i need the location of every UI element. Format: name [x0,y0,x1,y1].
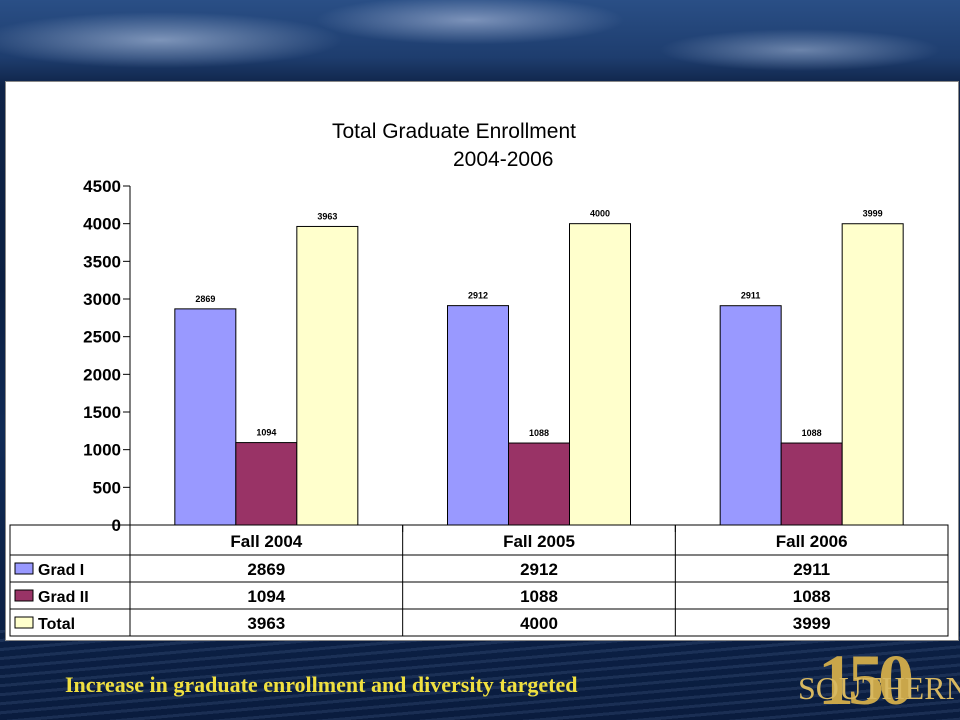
data-label: 3963 [317,211,337,221]
data-label: 2869 [195,294,215,304]
logo-word: SOUTHERN [798,670,960,706]
y-tick-label: 2500 [83,328,121,347]
bar-grad-ii [235,442,298,526]
data-label: 1088 [802,428,822,438]
data-label: 1094 [256,428,276,438]
bar-total [569,223,631,526]
bar-grad-i [447,305,509,526]
legend-label: Grad I [38,562,84,579]
y-tick-label: 3000 [83,290,121,309]
sea-background [0,630,960,720]
y-tick-label: 1500 [83,403,121,422]
bar-grad-i [174,308,237,526]
y-tick-label: 500 [93,478,121,497]
table-cell: 2869 [247,560,285,579]
category-label: Fall 2004 [230,532,302,551]
table-cell: 2911 [793,560,830,579]
bar-grad-ii [780,442,843,526]
y-tick-label: 4000 [83,215,121,234]
table-cell: 1094 [247,587,285,606]
table-cell: 2912 [520,560,558,579]
table-cell: 3963 [247,614,285,633]
table-cell: 3999 [793,614,831,633]
data-label: 4000 [590,209,610,219]
legend-label: Grad II [38,589,89,606]
southern-150-logo: 150 SOUTHERN [798,640,960,720]
y-tick-label: 1000 [83,441,121,460]
legend-label: Total [38,616,75,633]
data-label: 2911 [741,291,761,301]
bar-total [296,225,359,526]
y-tick-label: 2000 [83,365,121,384]
legend-swatch [14,589,34,602]
bar-total [841,223,904,526]
chart-title: Total Graduate Enrollment [332,120,576,143]
category-label: Fall 2005 [503,532,575,551]
sky-background [0,0,960,90]
legend-swatch [14,616,34,629]
bar-grad-i [719,305,782,526]
table-cell: 4000 [520,614,558,633]
table-cell: 1088 [520,587,558,606]
logo-number: 150 [818,640,914,720]
table-cell: 1088 [793,587,831,606]
data-label: 2912 [468,291,488,301]
legend-swatch [14,562,34,575]
y-tick-label: 3500 [83,252,121,271]
y-tick-label: 4500 [83,177,121,196]
chart-subtitle: 2004-2006 [453,148,554,171]
bar-grad-ii [508,442,570,526]
data-label: 1088 [529,428,549,438]
category-label: Fall 2006 [776,532,848,551]
data-label: 3999 [863,209,883,219]
slide-caption: Increase in graduate enrollment and dive… [65,672,578,697]
